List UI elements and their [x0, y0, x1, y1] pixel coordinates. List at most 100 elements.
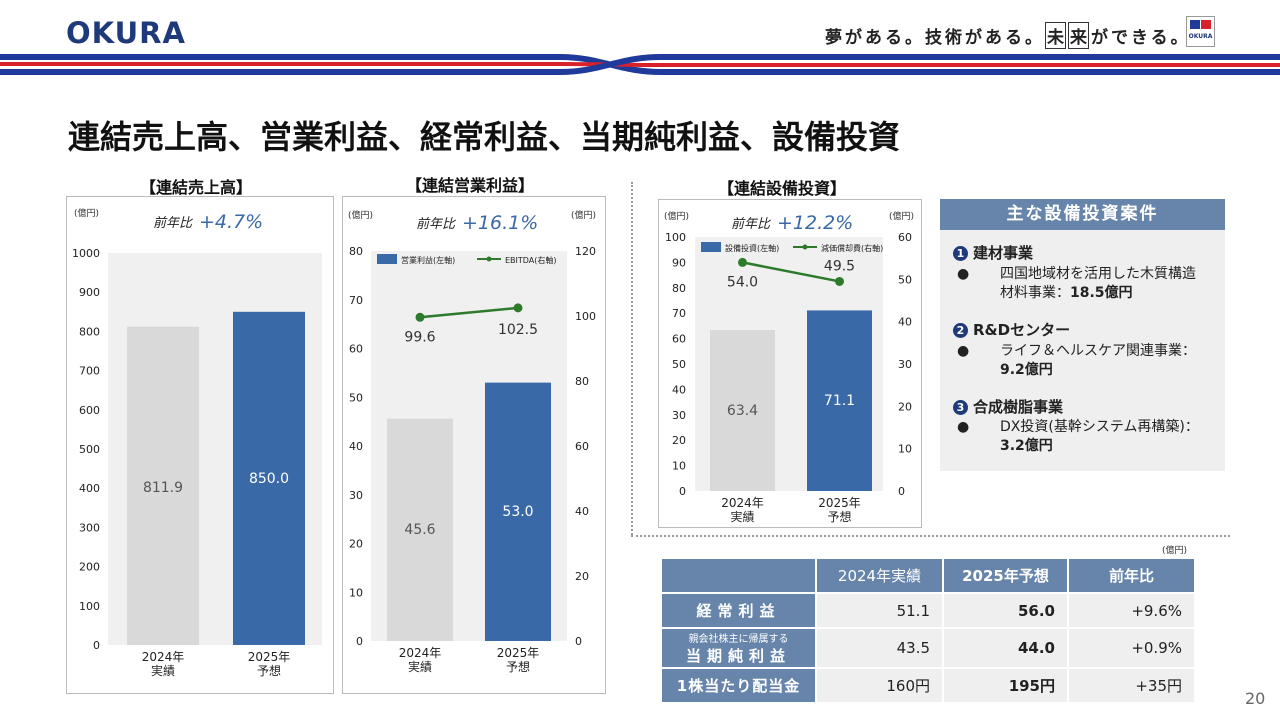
cell-change: +0.9%	[1069, 629, 1194, 667]
y-tick-label-right: 60	[575, 440, 589, 453]
y-tick-label-right: 10	[898, 443, 912, 456]
okura-badge-icon: OKURA	[1186, 16, 1215, 47]
y-tick-label: 0	[679, 485, 686, 498]
y-tick-label: 900	[79, 286, 100, 299]
y-tick-label-right: 120	[575, 245, 596, 258]
y-tick-label: 80	[349, 245, 363, 258]
y-tick-label: 200	[79, 561, 100, 574]
bar-value-label: 63.4	[727, 403, 758, 419]
y-tick-label: 50	[349, 391, 363, 404]
sales-chart: (億円) 前年比 +4.7% 0 100 200 300 400 500 600 700 800 900…	[72, 207, 322, 678]
line-value-label: 49.5	[824, 258, 855, 274]
okura-logo: OKURA	[66, 16, 186, 50]
y-tick-label: 80	[672, 282, 686, 295]
x-tick-label: 2024年	[142, 650, 185, 664]
project-detail-text: ライフ＆ヘルスケア関連事業：	[1000, 343, 1196, 359]
project-detail-1: 四国地域材を活用した木質構造材料事業：18.5億円	[1000, 265, 1200, 303]
y-tick-label: 70	[672, 307, 686, 320]
project-detail-2: ライフ＆ヘルスケア関連事業： 9.2億円	[1000, 342, 1200, 380]
y-tick-label: 10	[349, 586, 363, 599]
project-detail-value: 9.2億円	[1000, 362, 1053, 378]
operating-profit-chart: (億円) 前年比 +16.1% 0 10 20 30 40 50 60 70 80 (億円) 0 20 40 6…	[348, 209, 596, 674]
divider-vertical	[631, 182, 633, 535]
header-stripes	[0, 54, 1280, 75]
table-row: 1株当たり配当金 160円 195円 +35円	[662, 669, 1194, 702]
cell-forecast: 44.0	[944, 629, 1067, 667]
axis-unit-left: (億円)	[74, 207, 99, 219]
line-value-label: 54.0	[727, 274, 758, 290]
x-tick-label: 実績	[730, 509, 754, 524]
y-tick-label: 40	[672, 383, 686, 396]
chart-title-capex: 【連結設備投資】	[718, 179, 847, 198]
project-detail-3: DX投資(基幹システム再構築)： 3.2億円	[1000, 418, 1200, 456]
x-tick-label: 予想	[506, 659, 530, 674]
legend-line-marker	[486, 256, 492, 262]
legend-label: 営業利益(左軸)	[401, 255, 455, 265]
y-tick-label-right: 0	[575, 635, 582, 648]
bullet-icon: ●	[957, 419, 970, 435]
growth-value: +16.1%	[462, 212, 538, 234]
x-tick-label: 2025年	[497, 646, 540, 660]
y-tick-label: 0	[93, 639, 100, 652]
tagline: 夢がある。技術がある。未来ができる。	[825, 22, 1191, 49]
bar	[127, 326, 199, 645]
divider-horizontal	[631, 535, 1230, 537]
y-tick-label: 500	[79, 443, 100, 456]
y-tick-label-right: 40	[575, 505, 589, 518]
project-category-1: 1 建材事業	[953, 242, 1033, 263]
bar	[233, 311, 305, 645]
bar-value-label: 850.0	[249, 471, 289, 487]
badge-text: OKURA	[1188, 33, 1213, 40]
y-tick-label: 20	[349, 538, 363, 551]
legend-label: EBITDA(右軸)	[505, 255, 557, 265]
table-header-cell	[662, 559, 815, 592]
x-tick-label: 予想	[827, 509, 851, 524]
bar-value-label: 71.1	[824, 393, 855, 409]
y-tick-label: 90	[672, 256, 686, 269]
y-tick-label: 10	[672, 460, 686, 473]
series-line	[742, 261, 840, 283]
table-row: 親会社株主に帰属する 当期純利益 43.5 44.0 +0.9%	[662, 629, 1194, 667]
y-tick-label-right: 0	[898, 485, 905, 498]
y-tick-label: 0	[356, 635, 363, 648]
project-detail-text: DX投資(基幹システム再構築)：	[1000, 419, 1199, 435]
y-tick-label: 1000	[72, 247, 100, 260]
table-row: 経常利益 51.1 56.0 +9.6%	[662, 594, 1194, 627]
bar-value-label: 45.6	[404, 522, 435, 538]
table-header-cell: 前年比	[1069, 559, 1194, 592]
x-tick-label: 2025年	[818, 496, 861, 510]
number-3-icon: 3	[953, 400, 968, 415]
y-tick-label-right: 40	[898, 316, 912, 329]
row-label: 当期純利益	[685, 647, 791, 665]
row-label-net-income: 親会社株主に帰属する当期純利益	[662, 629, 815, 667]
line-value-label: 99.6	[404, 329, 435, 345]
row-label: 1株当たり配当金	[662, 669, 815, 702]
legend-label: 設備投資(左軸)	[725, 243, 779, 253]
growth-value: +12.2%	[777, 212, 853, 234]
y-tick-label: 60	[349, 343, 363, 356]
projects-header: 主な設備投資案件	[940, 199, 1225, 230]
chart-panel-capex: (億円) 前年比 +12.2% 0 10 20 30 40 50 60 70 80 90 100 (億円) 0…	[658, 199, 922, 528]
tagline-pre: 夢がある。技術がある。	[825, 28, 1045, 48]
growth-label: 前年比	[416, 217, 456, 232]
axis-unit-right: (億円)	[571, 209, 596, 221]
y-tick-label: 30	[349, 489, 363, 502]
x-tick-label: 実績	[408, 659, 432, 674]
y-tick-label: 700	[79, 365, 100, 378]
cell-change: +35円	[1069, 669, 1194, 702]
y-tick-label: 100	[79, 600, 100, 613]
legend-bar-swatch	[701, 242, 721, 252]
row-sublabel: 親会社株主に帰属する	[688, 634, 789, 645]
project-detail-value: 3.2億円	[1000, 438, 1053, 454]
number-2-icon: 2	[953, 323, 968, 338]
y-tick-label-right: 20	[898, 400, 912, 413]
y-tick-label: 800	[79, 325, 100, 338]
page-title: 連結売上高、営業利益、経常利益、当期純利益、設備投資	[68, 118, 901, 156]
legend-label: 減価償却費(右軸)	[821, 243, 883, 253]
tagline-box-2: 来	[1068, 22, 1089, 49]
y-tick-label: 400	[79, 482, 100, 495]
axis-unit-left: (億円)	[664, 210, 689, 222]
cell-actual: 51.1	[817, 594, 942, 627]
chart-panel-sales: (億円) 前年比 +4.7% 0 100 200 300 400 500 600 700 800 900…	[66, 196, 334, 694]
project-category-label: 建材事業	[973, 244, 1034, 262]
